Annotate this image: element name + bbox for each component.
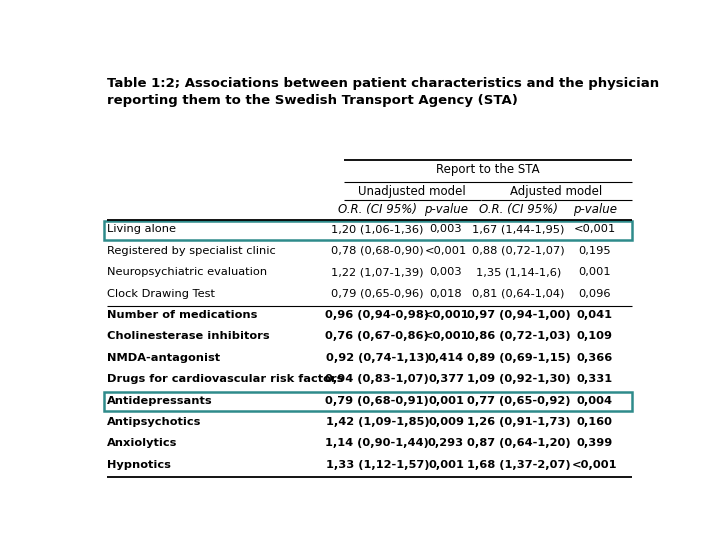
Text: 0,96 (0,94-0,98): 0,96 (0,94-0,98) (325, 310, 429, 320)
Text: 1,33 (1,12-1,57): 1,33 (1,12-1,57) (325, 460, 429, 470)
Text: Clock Drawing Test: Clock Drawing Test (107, 288, 215, 299)
Text: 1,68 (1,37-2,07): 1,68 (1,37-2,07) (467, 460, 570, 470)
Text: p-value: p-value (424, 203, 468, 216)
Text: 1,42 (1,09-1,85): 1,42 (1,09-1,85) (325, 417, 429, 427)
Text: 0,89 (0,69-1,15): 0,89 (0,69-1,15) (467, 353, 570, 363)
Text: 0,87 (0,64-1,20): 0,87 (0,64-1,20) (467, 438, 570, 449)
Text: Adjusted model: Adjusted model (510, 185, 603, 198)
Text: Registered by specialist clinic: Registered by specialist clinic (107, 246, 276, 256)
Text: 1,35 (1,14-1,6): 1,35 (1,14-1,6) (476, 267, 561, 277)
Text: 1,22 (1,07-1,39): 1,22 (1,07-1,39) (331, 267, 423, 277)
Text: 0,195: 0,195 (579, 246, 611, 256)
Text: 0,293: 0,293 (428, 438, 464, 449)
Text: 0,018: 0,018 (430, 288, 462, 299)
Text: 0,366: 0,366 (577, 353, 613, 363)
Text: Number of medications: Number of medications (107, 310, 257, 320)
Text: 0,001: 0,001 (579, 267, 611, 277)
Text: 0,001: 0,001 (428, 460, 464, 470)
Text: O.R. (CI 95%): O.R. (CI 95%) (338, 203, 417, 216)
Text: NMDA-antagonist: NMDA-antagonist (107, 353, 220, 363)
Text: 0,414: 0,414 (428, 353, 464, 363)
Text: 0,399: 0,399 (577, 438, 613, 449)
Text: p-value: p-value (573, 203, 617, 216)
Text: 0,94 (0,83-1,07): 0,94 (0,83-1,07) (325, 374, 429, 384)
Text: 0,79 (0,65-0,96): 0,79 (0,65-0,96) (331, 288, 423, 299)
Text: Hypnotics: Hypnotics (107, 460, 171, 470)
Text: 0,003: 0,003 (430, 224, 462, 234)
Text: <0,001: <0,001 (572, 460, 618, 470)
Text: 0,160: 0,160 (577, 417, 613, 427)
Text: 0,001: 0,001 (428, 396, 464, 406)
Text: 0,78 (0,68-0,90): 0,78 (0,68-0,90) (331, 246, 423, 256)
Text: Antidepressants: Antidepressants (107, 396, 212, 406)
Text: <0,001: <0,001 (423, 310, 469, 320)
Text: 0,76 (0,67-0,86): 0,76 (0,67-0,86) (325, 332, 429, 341)
Text: 1,20 (1,06-1,36): 1,20 (1,06-1,36) (331, 224, 423, 234)
Text: 1,26 (0,91-1,73): 1,26 (0,91-1,73) (467, 417, 570, 427)
Text: <0,001: <0,001 (425, 246, 467, 256)
Text: 0,041: 0,041 (577, 310, 613, 320)
Text: Table 1:2; Associations between patient characteristics and the physician
report: Table 1:2; Associations between patient … (107, 77, 659, 107)
Text: 1,67 (1,44-1,95): 1,67 (1,44-1,95) (472, 224, 564, 234)
Text: Drugs for cardiovascular risk factors: Drugs for cardiovascular risk factors (107, 374, 343, 384)
Text: <0,001: <0,001 (423, 332, 469, 341)
Text: 0,97 (0,94-1,00): 0,97 (0,94-1,00) (467, 310, 570, 320)
Text: 0,377: 0,377 (428, 374, 464, 384)
Text: O.R. (CI 95%): O.R. (CI 95%) (479, 203, 558, 216)
Text: 0,109: 0,109 (577, 332, 613, 341)
Text: 0,096: 0,096 (579, 288, 611, 299)
Text: 1,14 (0,90-1,44): 1,14 (0,90-1,44) (325, 438, 429, 449)
Text: 0,92 (0,74-1,13): 0,92 (0,74-1,13) (325, 353, 429, 363)
Text: 0,88 (0,72-1,07): 0,88 (0,72-1,07) (472, 246, 565, 256)
Text: 0,86 (0,72-1,03): 0,86 (0,72-1,03) (467, 332, 570, 341)
Text: 0,331: 0,331 (577, 374, 613, 384)
Text: 0,004: 0,004 (577, 396, 613, 406)
Text: 0,79 (0,68-0,91): 0,79 (0,68-0,91) (325, 396, 429, 406)
Text: Living alone: Living alone (107, 224, 176, 234)
Text: Report to the STA: Report to the STA (436, 163, 540, 177)
Text: 0,81 (0,64-1,04): 0,81 (0,64-1,04) (472, 288, 564, 299)
Text: 0,009: 0,009 (428, 417, 464, 427)
Text: 0,77 (0,65-0,92): 0,77 (0,65-0,92) (467, 396, 570, 406)
Text: <0,001: <0,001 (574, 224, 616, 234)
Text: Anxiolytics: Anxiolytics (107, 438, 177, 449)
Text: 0,003: 0,003 (430, 267, 462, 277)
Text: Cholinesterase inhibitors: Cholinesterase inhibitors (107, 332, 269, 341)
Text: 1,09 (0,92-1,30): 1,09 (0,92-1,30) (467, 374, 570, 384)
Text: Antipsychotics: Antipsychotics (107, 417, 201, 427)
Text: Neuropsychiatric evaluation: Neuropsychiatric evaluation (107, 267, 267, 277)
Text: Unadjusted model: Unadjusted model (359, 185, 466, 198)
